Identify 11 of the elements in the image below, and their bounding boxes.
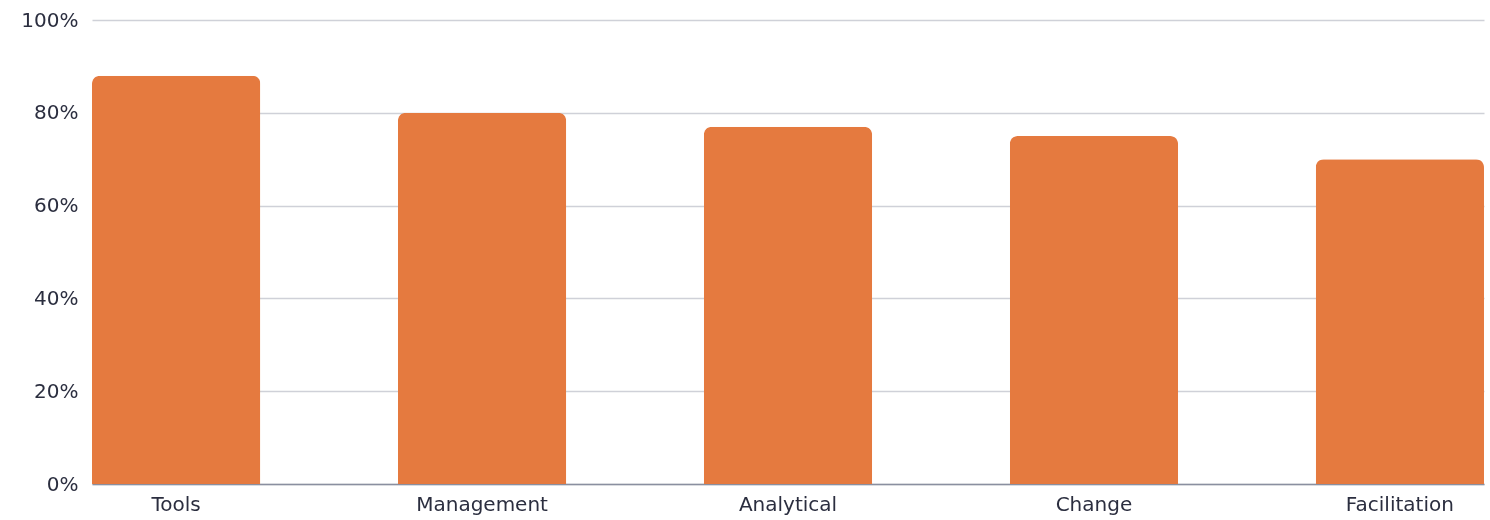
x-tick-label: Facilitation	[1345, 491, 1454, 516]
x-tick-label: Change	[1055, 491, 1133, 516]
y-tick-label: 80%	[34, 100, 79, 125]
y-tick-label: 0%	[46, 471, 79, 496]
y-tick-label: 100%	[21, 7, 79, 32]
y-tick-label: 20%	[34, 378, 79, 403]
y-tick-label: 60%	[34, 193, 79, 218]
x-tick-label: Tools	[150, 491, 201, 516]
x-tick-label: Analytical	[738, 491, 838, 516]
x-tick-label: Management	[416, 491, 549, 516]
y-tick-label: 40%	[34, 285, 79, 310]
